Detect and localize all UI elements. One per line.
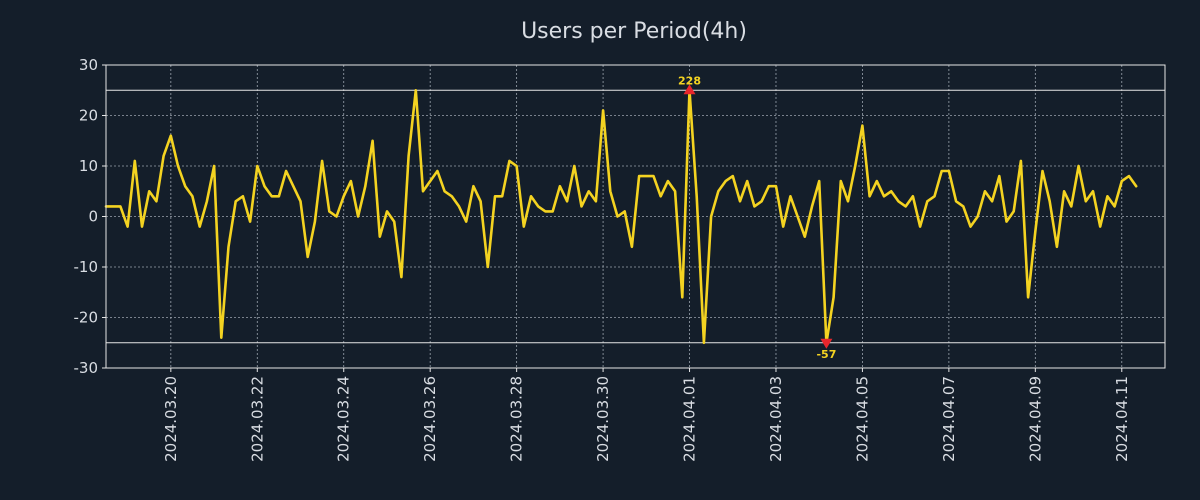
x-tick-label: 2024.04.01	[681, 376, 699, 462]
extreme-label: 228	[678, 74, 701, 87]
chart-title: Users per Period(4h)	[521, 19, 747, 44]
x-tick-label: 2024.04.09	[1026, 376, 1044, 462]
y-tick-label: -30	[74, 359, 99, 377]
extreme-marker	[683, 84, 696, 95]
x-tick-label: 2024.04.11	[1113, 376, 1131, 462]
reference-lines	[106, 89, 1165, 344]
x-tick-label: 2024.03.30	[594, 376, 612, 462]
x-tick-label: 2024.04.03	[767, 376, 785, 462]
marker-layer: 228 -57	[678, 74, 836, 361]
x-tick-label: 2024.03.28	[508, 376, 526, 462]
x-axis: 2024.03.20 2024.03.22 2024.03.24 2024.03.26…	[162, 368, 1131, 462]
y-tick-label: -10	[74, 258, 99, 276]
extreme-label: -57	[816, 348, 836, 361]
x-tick-label: 2024.03.26	[421, 376, 439, 462]
x-tick-label: 2024.03.24	[335, 376, 353, 462]
y-tick-label: 30	[79, 56, 98, 74]
y-tick-label: 20	[79, 107, 98, 125]
x-tick-label: 2024.03.22	[248, 376, 266, 462]
y-axis: -30 -20 -10 0 10 20 30	[74, 56, 106, 377]
y-tick-label: -20	[74, 309, 99, 327]
series-line	[104, 89, 1138, 345]
y-tick-label: 10	[79, 157, 98, 175]
extreme-marker	[820, 338, 833, 349]
x-tick-label: 2024.04.05	[853, 376, 871, 462]
series-layer	[104, 89, 1138, 345]
y-tick-label: 0	[88, 208, 98, 226]
x-tick-label: 2024.03.20	[162, 376, 180, 462]
x-tick-label: 2024.04.07	[940, 376, 958, 462]
